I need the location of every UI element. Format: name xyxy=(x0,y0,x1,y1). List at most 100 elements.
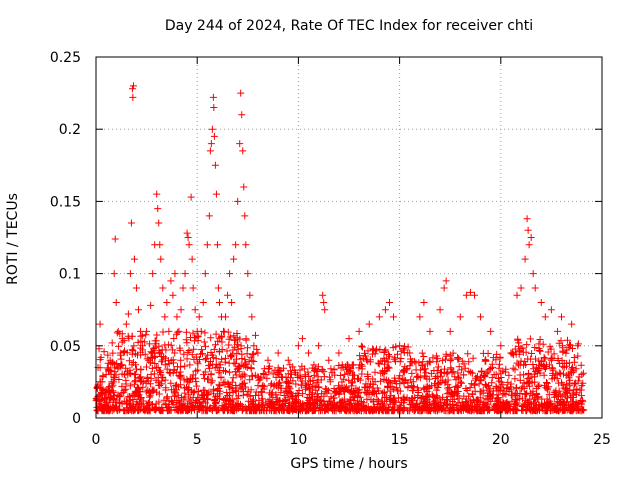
data-point xyxy=(153,190,161,198)
data-point xyxy=(396,342,404,350)
data-point xyxy=(305,349,313,357)
data-point xyxy=(242,241,250,249)
data-point xyxy=(244,270,252,278)
data-point xyxy=(232,241,240,249)
data-point xyxy=(128,85,136,93)
data-point xyxy=(553,327,561,335)
data-point xyxy=(241,212,249,220)
data-point xyxy=(487,327,495,335)
data-point xyxy=(191,306,199,314)
data-point xyxy=(169,291,177,299)
data-point xyxy=(385,298,393,306)
data-point xyxy=(195,313,203,321)
x-tick-label: 0 xyxy=(92,432,101,448)
data-point xyxy=(222,313,230,321)
data-point xyxy=(420,298,428,306)
data-point xyxy=(129,93,137,101)
data-point xyxy=(237,89,245,97)
data-point xyxy=(345,335,353,343)
data-point xyxy=(104,388,112,396)
y-tick-label: 0.1 xyxy=(59,267,81,283)
data-point xyxy=(209,93,217,101)
data-point xyxy=(477,313,485,321)
data-point xyxy=(96,320,104,328)
y-tick-label: 0.2 xyxy=(59,122,81,138)
data-point xyxy=(108,339,116,347)
data-point xyxy=(248,313,256,321)
data-point xyxy=(211,161,219,169)
data-point xyxy=(129,82,137,90)
data-point xyxy=(226,270,234,278)
x-tick-label: 5 xyxy=(193,432,202,448)
data-point xyxy=(106,356,114,364)
data-point xyxy=(120,371,128,379)
data-point xyxy=(466,288,474,296)
grid xyxy=(96,57,602,418)
data-point xyxy=(208,125,216,133)
data-point xyxy=(517,284,525,292)
data-point xyxy=(529,270,537,278)
data-point xyxy=(98,378,106,386)
data-point xyxy=(416,313,424,321)
data-point xyxy=(335,349,343,357)
x-axis-ticks: 0 5 10 15 20 25 xyxy=(92,57,611,448)
data-point xyxy=(213,241,221,249)
data-point xyxy=(215,298,223,306)
data-point xyxy=(118,335,126,343)
data-point xyxy=(201,270,209,278)
data-point xyxy=(122,320,130,328)
data-point xyxy=(470,291,478,299)
x-tick-label: 10 xyxy=(289,432,307,448)
data-point xyxy=(171,270,179,278)
data-point xyxy=(116,349,124,357)
data-point xyxy=(199,298,207,306)
data-point xyxy=(157,255,165,263)
data-point xyxy=(127,219,135,227)
data-point xyxy=(207,140,215,148)
data-point xyxy=(173,313,181,321)
y-tick-label: 0.25 xyxy=(50,50,81,66)
data-point xyxy=(462,291,470,299)
data-point xyxy=(203,241,211,249)
data-point xyxy=(230,255,238,263)
data-point xyxy=(524,226,532,234)
data-point xyxy=(320,298,328,306)
data-point xyxy=(175,327,183,335)
data-point xyxy=(93,397,101,405)
x-tick-label: 25 xyxy=(593,432,611,448)
data-point xyxy=(442,277,450,285)
data-point xyxy=(531,284,539,292)
data-point xyxy=(426,327,434,335)
y-tick-label: 0.15 xyxy=(50,194,81,210)
data-point xyxy=(523,215,531,223)
data-point xyxy=(264,356,272,364)
y-tick-label: 0.05 xyxy=(50,339,81,355)
data-point xyxy=(189,284,197,292)
x-tick-label: 15 xyxy=(391,432,409,448)
data-points xyxy=(93,82,586,405)
data-point xyxy=(188,255,196,263)
data-point xyxy=(558,313,566,321)
data-point xyxy=(365,320,373,328)
data-point xyxy=(149,270,157,278)
data-point xyxy=(319,291,327,299)
data-point xyxy=(284,356,292,364)
data-point xyxy=(436,306,444,314)
data-point xyxy=(205,212,213,220)
data-point xyxy=(155,219,163,227)
data-point xyxy=(212,190,220,198)
data-point xyxy=(210,132,218,140)
data-point xyxy=(568,320,576,328)
data-point xyxy=(154,205,162,213)
dense-data-band xyxy=(92,328,588,415)
data-point xyxy=(159,284,167,292)
data-point xyxy=(228,298,236,306)
data-point xyxy=(181,270,189,278)
plot-area-border xyxy=(95,56,603,419)
data-point xyxy=(111,235,119,243)
data-point xyxy=(547,306,555,314)
data-point xyxy=(132,284,140,292)
data-point xyxy=(137,327,145,335)
data-point xyxy=(206,147,214,155)
data-point xyxy=(537,298,545,306)
